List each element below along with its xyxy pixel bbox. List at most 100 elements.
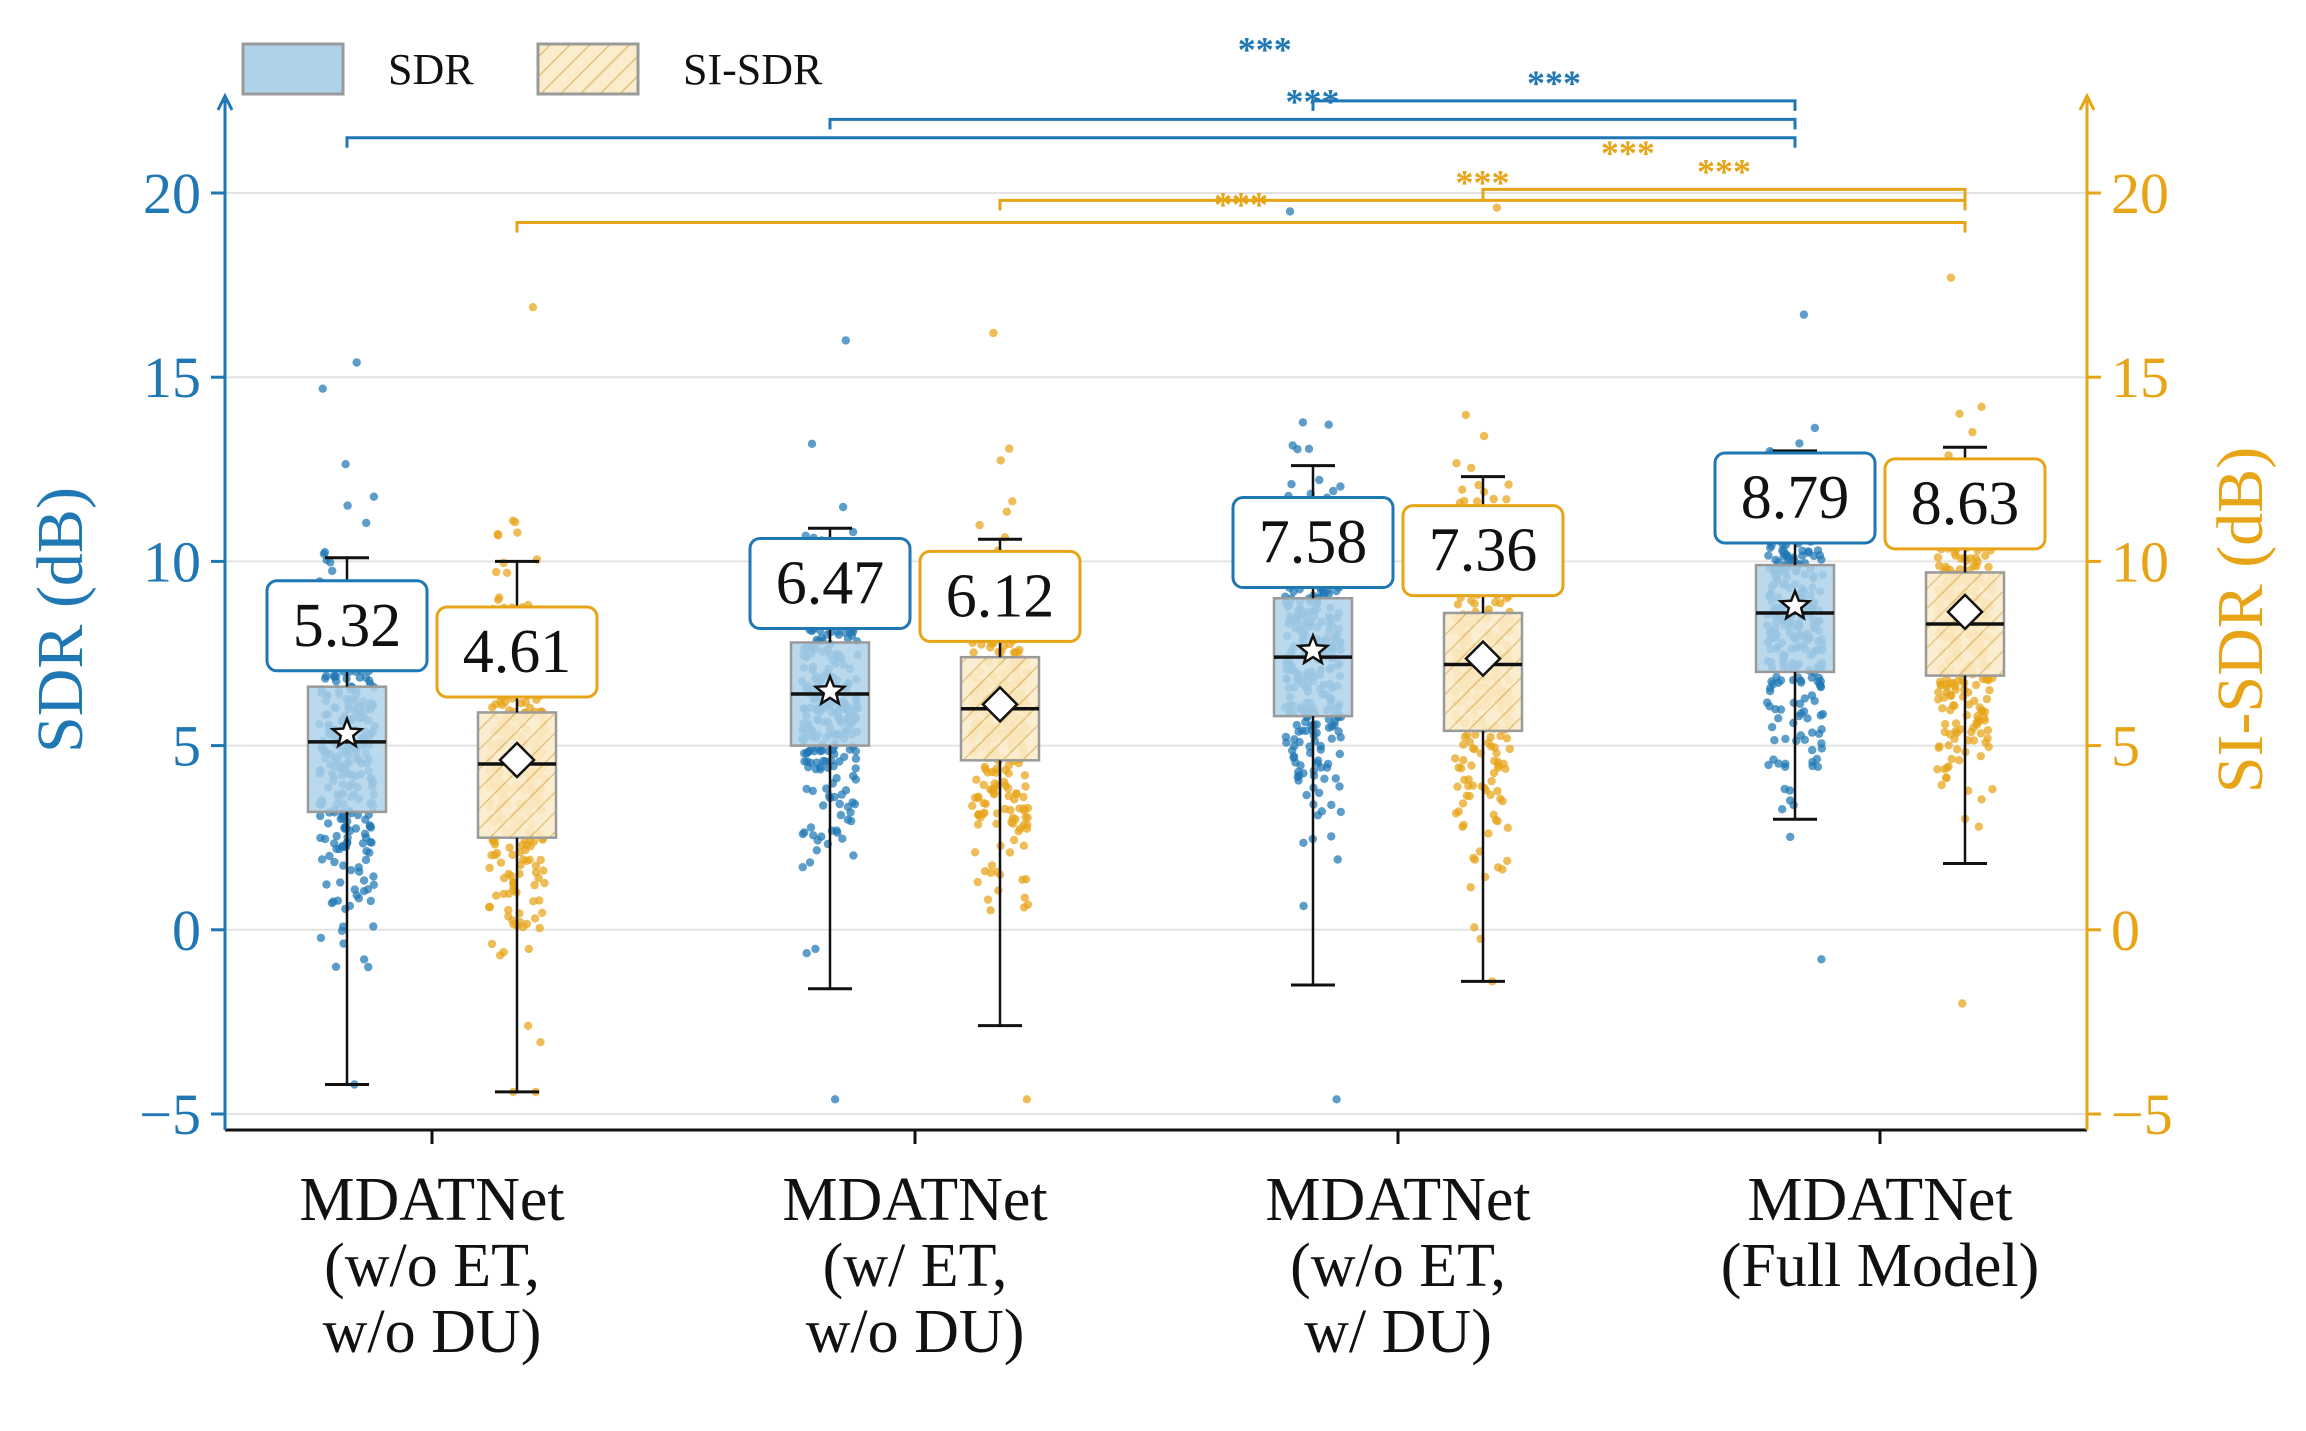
sdr-point [822,784,831,793]
legend-label-sisdr: SI-SDR [683,45,823,94]
sisdr-mean-label-box-2 [1401,504,1565,598]
sdr-mean-label-1: 6.47 [776,549,885,617]
sdr-point [1817,744,1827,753]
sdr-mean-marker-3 [1777,587,1813,621]
sisdr-point [1944,741,1953,750]
sdr-point [325,851,334,861]
sdr-point [805,858,815,867]
sisdr-point [996,456,1005,465]
sdr-point [332,831,341,841]
sisdr-point [1471,730,1480,739]
sisdr-point [1496,731,1505,741]
sisdr-point [529,837,539,846]
sisdr-point [1503,823,1513,832]
sdr-point [1302,790,1311,800]
sisdr-point [1972,561,1981,571]
sdr-point [1332,1095,1341,1104]
sisdr-point [1983,726,1993,735]
sdr-point [359,876,369,885]
sdr-point [1799,310,1809,319]
sdr-point [1814,673,1824,683]
sisdr-point [992,819,1001,828]
sdr-point [840,628,850,637]
sisdr-point [1458,485,1467,494]
sdr-point [1800,694,1810,703]
sdr-point [317,855,327,864]
sisdr-point [1487,776,1496,786]
sisdr-point [506,871,516,881]
sdr-point [811,944,820,954]
sdr-sig-label-extra-0: *** [1238,30,1292,70]
sdr-point [824,746,833,756]
sisdr-point [504,912,513,921]
sdr-point [817,832,826,841]
x-tick-label-3-0: MDATNet [1747,1166,2012,1234]
sdr-box-0 [306,685,388,814]
sisdr-point [538,908,547,917]
sisdr-point [1479,431,1489,441]
sisdr-point [492,567,501,577]
sisdr-point [1980,713,1989,723]
sisdr-point [508,850,517,859]
sdr-point [1808,757,1817,767]
left-tick-label-4: 15 [143,345,201,410]
sisdr-point [1489,494,1498,504]
sisdr-point [534,873,543,883]
sisdr-point [485,863,494,873]
sdr-point [807,439,817,448]
sdr-point [1816,682,1825,691]
sisdr-point [1948,679,1958,688]
sdr-point [1305,742,1314,751]
sisdr-point [531,861,541,871]
sdr-point [361,673,371,682]
sisdr-point [1496,794,1505,803]
sdr-point [1804,548,1813,557]
sisdr-point [1984,562,1993,572]
sisdr-sig-line-5 [1481,187,1967,200]
legend-label-sdr: SDR [388,45,474,94]
sdr-sig-line-1 [828,117,1797,130]
sisdr-point [490,837,499,846]
sisdr-point [999,641,1009,651]
sdr-mean-label-0: 5.32 [293,592,402,660]
sisdr-point [1019,792,1028,802]
sdr-point [1281,732,1291,742]
sdr-point [1294,776,1303,785]
sisdr-point [1956,725,1965,734]
sdr-point [1287,480,1296,489]
right-tick-label-0: −5 [2111,1082,2173,1147]
sdr-point [1813,762,1823,771]
sisdr-point [502,568,512,577]
sisdr-point [1937,780,1946,790]
sisdr-point [1472,497,1482,506]
sisdr-sig-label-extra-1: *** [1601,133,1655,173]
sisdr-point [986,785,995,794]
sisdr-point [1968,427,1977,437]
sisdr-point [1503,856,1512,866]
sdr-point [1314,788,1324,798]
sisdr-point [524,944,533,954]
sisdr-point [1974,822,1984,831]
sdr-point [330,857,339,867]
sdr-box-3 [1754,563,1836,674]
sdr-point [316,811,325,821]
sdr-point [355,673,364,682]
sisdr-point [528,303,538,312]
sdr-point [850,799,860,809]
sisdr-point [1008,497,1017,506]
sdr-point [343,501,352,510]
sisdr-point [1940,720,1950,729]
sisdr-point [522,841,531,850]
sisdr-point [523,1021,533,1030]
sisdr-point [1022,824,1032,833]
sdr-point [1288,441,1297,450]
sisdr-point [1474,480,1483,490]
sdr-point [321,674,330,683]
sdr-point [843,802,853,811]
sdr-point [1322,763,1332,772]
left-axis-arrow-icon [216,92,234,111]
sisdr-point [1453,600,1463,609]
sdr-point [1797,678,1806,687]
sdr-point [838,834,847,843]
sisdr-point [1498,865,1507,874]
